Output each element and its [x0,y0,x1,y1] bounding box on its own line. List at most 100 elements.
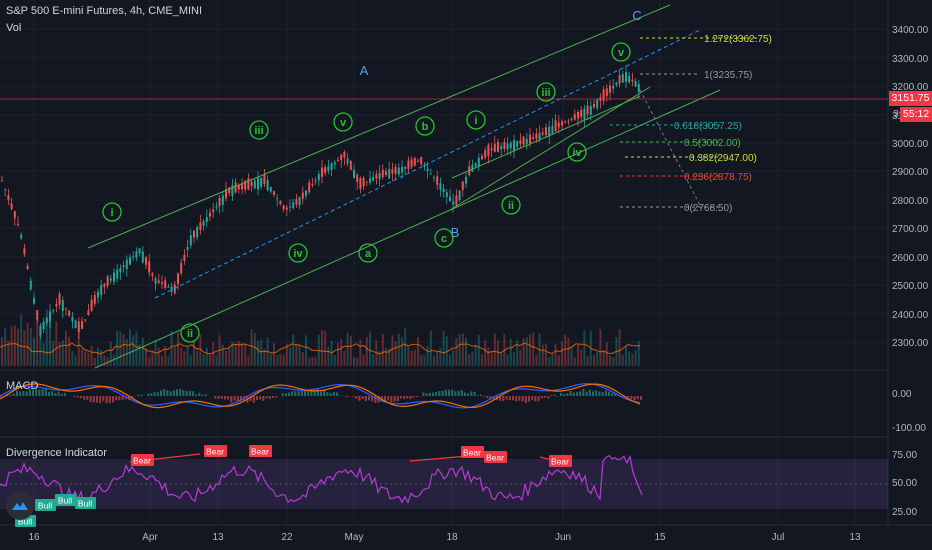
bull-marker[interactable] [55,494,76,506]
wave-circle[interactable] [415,116,435,136]
time-tick-label: 16 [28,532,40,543]
bull-marker-label: Bull [38,501,52,511]
wave-circle[interactable] [288,243,308,263]
divergence-title[interactable]: Divergence Indicator [6,447,107,459]
time-axis[interactable]: 16 Apr 13 22 May 18 Jun 15 Jul 13 [28,532,861,543]
bear-marker[interactable] [461,446,484,458]
wave-circle-label: iv [293,248,303,260]
rsi-tick-label: 25.00 [892,507,917,518]
channel-mid-dashed-line[interactable] [154,29,701,299]
tradingview-logo[interactable] [6,492,34,520]
fib-level-label: 0.618(3057.25) [674,121,742,132]
logo-icon [12,502,28,510]
wave-circle-label: b [422,121,429,133]
wave-circle-label: iv [572,147,582,159]
partial-price-tick: 31 [893,108,905,120]
major-wave-label: B [451,225,460,240]
wave-circle-label: i [474,115,477,127]
channel-inner-upper-line[interactable] [451,95,641,179]
rsi-tick-label: 50.00 [892,478,917,489]
fib-retracement[interactable]: 1.272(3362.75) 1(3235.75) 0.618(3057.25) 0.… [610,34,772,214]
time-tick-label: May [345,532,364,543]
wave-circle[interactable] [102,202,122,222]
trend-channel[interactable] [87,4,721,369]
wave-circle-label: iii [254,125,263,137]
price-tick-label: 2500.00 [892,281,929,292]
wave-circle[interactable] [536,82,556,102]
rsi-line: Bear Bear Bear Bear Bear Bear Bull Bull Bull Bull [0,445,643,527]
time-tick-label: Apr [142,532,158,543]
price-tick-label: 2700.00 [892,224,929,235]
bear-marker-label: Bear [206,447,224,457]
last-price-badge[interactable]: 3151.75 [889,91,932,106]
fib-level-label: 0.5(3002.00) [684,138,741,149]
wave-circle-label: ii [508,200,514,212]
symbol-title[interactable]: S&P 500 E-mini Futures, 4h, CME_MINI [6,5,203,17]
wave-circle[interactable] [180,323,200,343]
bear-marker[interactable] [484,451,507,463]
vol-label[interactable]: Vol [6,22,22,34]
projection-dashed-line[interactable] [639,89,701,206]
wave-circle[interactable] [611,42,631,62]
wave-circle-label: v [340,117,347,129]
fib-level-label: 0.382(2947.00) [689,153,757,164]
wave-circle-label: v [618,47,625,59]
price-tick-label: 2300.00 [892,338,929,349]
time-tick-label: 13 [849,532,861,543]
macd-title[interactable]: MACD [6,380,39,392]
wave-circle[interactable] [434,228,454,248]
bull-marker[interactable] [75,497,96,509]
price-tick-label: 2400.00 [892,310,929,321]
bear-marker-label: Bear [133,456,151,466]
wave-circle[interactable] [358,243,378,263]
fib-level-label: 0.236(2878.75) [684,172,752,183]
macd-tick-label: -100.00 [892,423,926,434]
wave-circle[interactable] [249,120,269,140]
wave-circle[interactable] [501,195,521,215]
bear-marker[interactable] [249,445,272,457]
wave-circle-label: ii [187,328,193,340]
time-tick-label: Jul [772,532,785,543]
time-tick-label: 15 [654,532,666,543]
wave-circle-label: a [365,248,372,260]
bar-countdown-badge: 55:12 [900,107,932,122]
price-tick-label: 2800.00 [892,196,929,207]
bull-marker-label: Bull [18,517,32,527]
volume-bars [0,309,641,366]
bear-marker-label: Bear [486,453,504,463]
bear-marker-label: Bear [251,447,269,457]
price-tick-label: 3300.00 [892,54,929,65]
channel-lower-line[interactable] [94,89,721,369]
rsi-band [0,459,888,509]
price-tick-label: 2600.00 [892,253,929,264]
major-wave-label: A [360,63,369,78]
fib-level-label: 1.272(3362.75) [704,34,772,45]
bull-marker-label: Bull [58,496,72,506]
macd-tick-label: 0.00 [892,389,912,400]
wave-circle[interactable] [466,110,486,130]
bear-marker-label: Bear [463,448,481,458]
channel-inner-lower-line[interactable] [449,86,651,211]
time-tick-label: Jun [555,532,571,543]
bear-marker[interactable] [204,445,227,457]
macd-lines [0,383,642,409]
bear-marker[interactable] [131,454,154,466]
wave-circle-label: c [441,233,447,245]
wave-circle-label: iii [541,87,550,99]
channel-upper-line[interactable] [87,4,671,249]
wave-circle[interactable] [567,142,587,162]
price-tick-label: 3200.00 [892,82,929,93]
fib-level-label: 0(2768.50) [684,203,732,214]
time-tick-label: 13 [212,532,224,543]
bull-marker[interactable] [35,499,56,511]
price-candles [1,65,640,340]
bear-marker-label: Bear [551,457,569,467]
price-tick-label: 3400.00 [892,25,929,36]
fib-level-label: 1(3235.75) [704,70,752,81]
time-tick-label: 18 [446,532,458,543]
bear-marker[interactable] [549,455,572,467]
wave-circle[interactable] [333,112,353,132]
